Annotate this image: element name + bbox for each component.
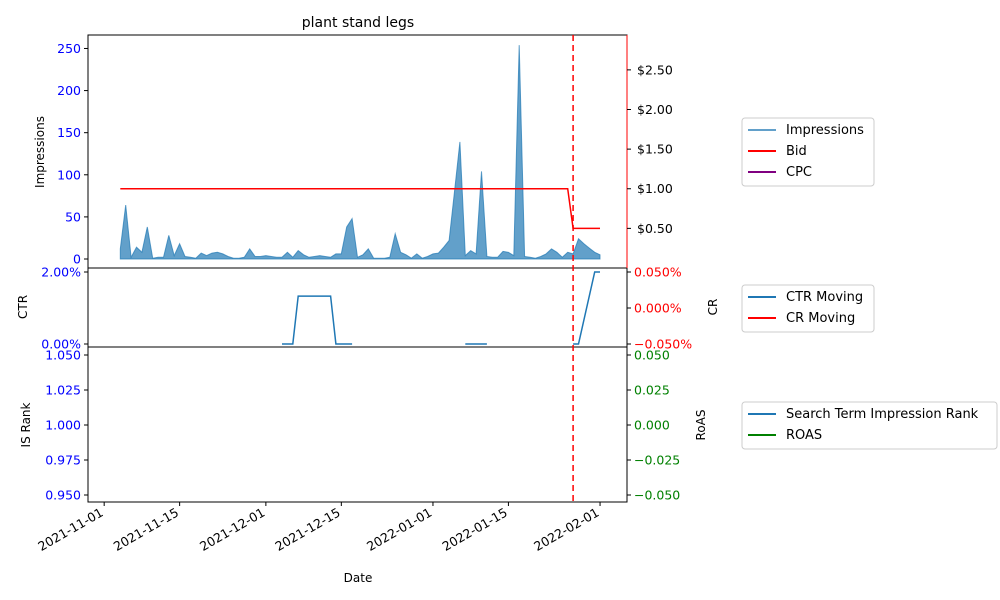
impressions-area-layer xyxy=(119,45,601,260)
legend-ctr: CTR Moving CR Moving xyxy=(741,284,875,333)
legend-isrank: Search Term Impression Rank ROAS xyxy=(741,401,998,450)
y-tick-label-impressions: 250 xyxy=(57,41,81,56)
y2-tick-label-roas: 0.000 xyxy=(634,418,670,433)
y-tick-label-isrank: 1.025 xyxy=(45,383,81,398)
y2-tick-label-roas: −0.025 xyxy=(634,453,680,468)
x-axis-label: Date xyxy=(344,571,373,585)
legend-label-cr: CR Moving xyxy=(786,311,855,326)
y2-axis-label-roas: RoAS xyxy=(694,410,708,441)
y2-tick-label-cr: 0.050% xyxy=(634,265,682,280)
legend-impressions: Impressions Bid CPC xyxy=(741,117,875,187)
ctr-moving-line-segment-0 xyxy=(282,295,353,345)
legend-label-roas: ROAS xyxy=(786,428,822,443)
axis-ticks-layer: 0 50 100 150 200 250 $0.50 $1.00 $1.50 $2.00 $2.50… xyxy=(35,41,692,554)
y2-tick-label-bid: $1.50 xyxy=(637,142,673,157)
legend-label-ctr: CTR Moving xyxy=(786,290,863,305)
legend-label-bid: Bid xyxy=(786,144,807,159)
bid-line xyxy=(120,187,600,230)
y2-tick-label-cr: 0.000% xyxy=(634,301,682,316)
y2-tick-label-bid: $0.50 xyxy=(637,221,673,236)
chart-title: plant stand legs xyxy=(302,15,414,31)
y2-tick-label-roas: 0.025 xyxy=(634,383,670,398)
x-tick-label: 2022-01-01 xyxy=(364,505,434,554)
y-axis-label-ctr: CTR xyxy=(16,295,30,319)
legend-label-cpc: CPC xyxy=(786,165,812,180)
y-tick-label-impressions: 150 xyxy=(57,125,81,140)
y-tick-label-impressions: 100 xyxy=(57,167,81,182)
x-tick-label: 2022-01-15 xyxy=(439,505,509,554)
x-tick-label: 2021-11-01 xyxy=(35,505,105,554)
y-tick-label-isrank: 0.950 xyxy=(45,488,81,503)
legend-box xyxy=(741,117,875,187)
y-tick-label-impressions: 200 xyxy=(57,83,81,98)
y-tick-label-isrank: 1.050 xyxy=(45,348,81,363)
y2-tick-label-roas: −0.050 xyxy=(634,488,680,503)
y2-tick-label-bid: $2.50 xyxy=(637,62,673,77)
y-axis-label-impressions: Impressions xyxy=(33,116,47,188)
y-tick-label-impressions: 50 xyxy=(65,209,81,224)
y2-tick-label-bid: $1.00 xyxy=(637,181,673,196)
y-tick-label-impressions: 0 xyxy=(73,252,81,267)
legend-box xyxy=(741,401,998,450)
y2-tick-label-roas: 0.050 xyxy=(634,348,670,363)
y2-axis-label-cr: CR xyxy=(706,299,720,316)
x-tick-label: 2021-12-15 xyxy=(272,505,342,554)
y2-tick-label-cr: −0.050% xyxy=(634,337,692,352)
x-tick-label: 2021-11-15 xyxy=(111,505,181,554)
y-tick-label-isrank: 0.975 xyxy=(45,453,81,468)
y-tick-label-ctr: 0.00% xyxy=(41,337,81,352)
y-axis-label-isrank: IS Rank xyxy=(19,402,33,447)
y-tick-label-isrank: 1.000 xyxy=(45,418,81,433)
legend-label-impressions: Impressions xyxy=(786,123,864,138)
impressions-area xyxy=(119,45,601,260)
panel-ctr-frame xyxy=(87,267,628,348)
panel-impressions-frame xyxy=(87,34,628,269)
x-tick-label: 2022-02-01 xyxy=(531,505,601,554)
panel-isrank-frame xyxy=(87,346,628,503)
x-tick-label: 2021-12-01 xyxy=(197,505,267,554)
y2-tick-label-bid: $2.00 xyxy=(637,102,673,117)
ctr-moving-line-segment-2 xyxy=(573,271,600,345)
legend-label-isrank: Search Term Impression Rank xyxy=(786,407,979,422)
line-series-layer xyxy=(120,35,600,502)
y-tick-label-ctr: 2.00% xyxy=(41,265,81,280)
